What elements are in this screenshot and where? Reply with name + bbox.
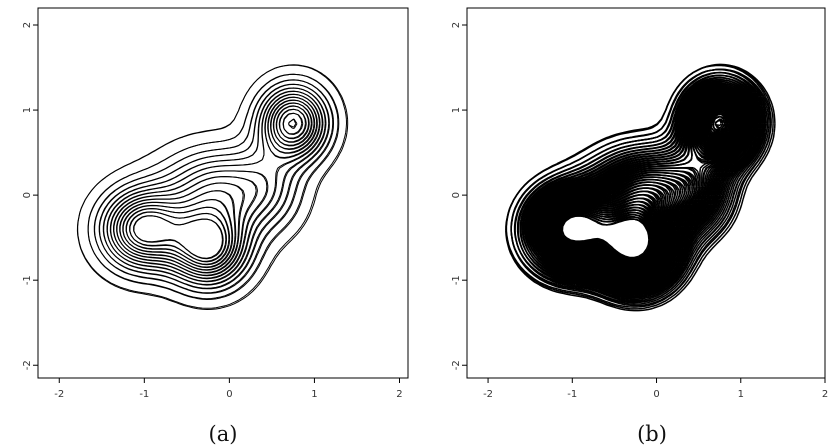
y-tick-label-a-4: 2 — [22, 22, 33, 28]
x-tick-label-a-3: 1 — [311, 389, 317, 400]
x-tick-label-b-2: 0 — [653, 389, 659, 400]
x-tick-label-a-0: -2 — [54, 389, 64, 400]
y-tick-label-b-4: 2 — [451, 22, 462, 28]
plot-frame-b — [466, 7, 826, 379]
panel-a: -2 -1 0 1 2 -2 -1 0 1 2 (a) — [22, 7, 409, 446]
contour-line-a-1-1 — [87, 73, 339, 300]
x-tick-label-a-4: 2 — [396, 389, 402, 400]
panel-b: -2 -1 0 1 2 -2 -1 0 1 2 (b) — [451, 7, 828, 446]
contour-line-a-10-1 — [122, 105, 309, 268]
contour-line-a-4-1 — [102, 87, 326, 285]
contour-line-a-6-1 — [109, 93, 320, 279]
contour-lines-a — [76, 64, 349, 310]
contour-line-a-11-1 — [125, 108, 306, 265]
contour-line-a-2-1 — [93, 79, 334, 294]
x-axis-b: -2 -1 0 1 2 — [483, 378, 828, 400]
y-axis-b: -2 -1 0 1 2 — [451, 22, 467, 370]
contour-line-b-0-2 — [505, 64, 772, 308]
y-tick-label-a-0: -2 — [22, 360, 33, 370]
contour-line-a-12-1 — [129, 112, 303, 262]
contour-line-a-5-1 — [106, 90, 323, 282]
y-tick-label-a-1: -1 — [22, 275, 33, 285]
x-tick-label-b-4: 2 — [822, 389, 828, 400]
contour-lines-b — [505, 63, 776, 312]
contour-line-a-3-1 — [98, 83, 330, 289]
contour-line-b-33-2 — [560, 119, 722, 259]
contour-line-a-0-1 — [77, 64, 347, 309]
x-tick-label-b-3: 1 — [738, 389, 744, 400]
y-tick-label-a-2: 0 — [22, 192, 33, 198]
x-tick-label-b-0: -2 — [483, 389, 493, 400]
x-tick-label-b-1: -1 — [567, 389, 577, 400]
y-tick-label-b-2: 0 — [451, 192, 462, 198]
y-tick-label-a-3: 1 — [22, 107, 33, 113]
x-tick-label-a-1: -1 — [139, 389, 149, 400]
y-axis-a: -2 -1 0 1 2 — [22, 22, 38, 370]
x-axis-a: -2 -1 0 1 2 — [54, 378, 403, 400]
contour-line-a-9-1 — [119, 102, 312, 271]
x-tick-label-a-2: 0 — [226, 389, 232, 400]
contour-line-a-8-1 — [116, 99, 315, 273]
y-tick-label-b-0: -2 — [451, 360, 462, 370]
caption-a: (a) — [209, 422, 238, 446]
plot-frame-a — [37, 7, 409, 379]
caption-b: (b) — [637, 422, 667, 446]
y-tick-label-b-1: -1 — [451, 275, 462, 285]
contour-line-a-7-1 — [113, 96, 318, 276]
y-tick-label-b-3: 1 — [451, 107, 462, 113]
contour-line-a-13-1 — [133, 118, 297, 259]
